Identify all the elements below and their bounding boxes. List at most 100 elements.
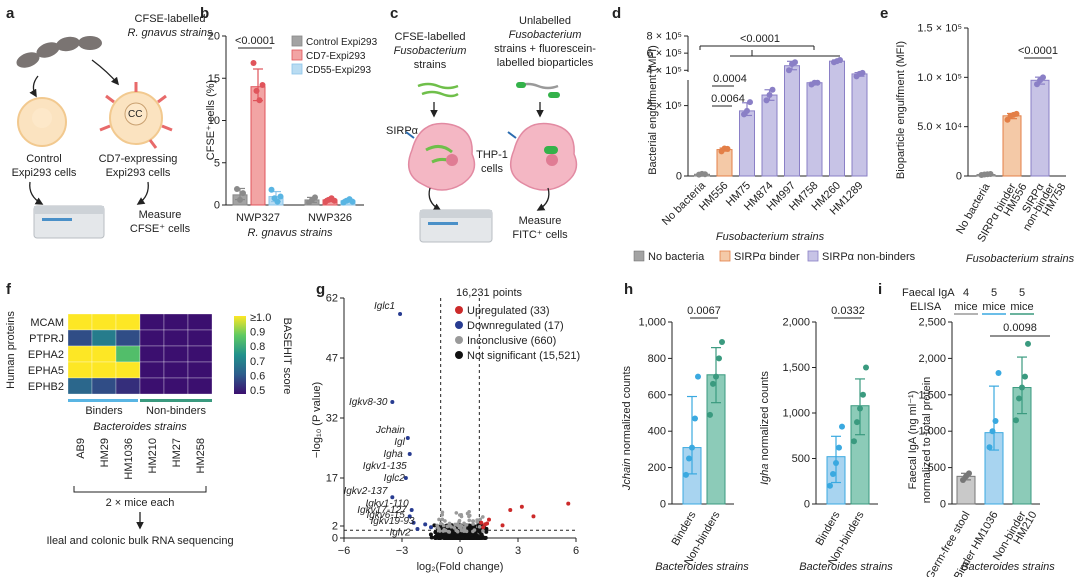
i-ylabel-1: Faecal IgA (ng ml⁻¹) xyxy=(907,391,919,490)
g-y-tick-label: 17 xyxy=(326,473,338,485)
f-heat-cell xyxy=(187,377,213,395)
b-pvalue: <0.0001 xyxy=(235,35,275,47)
g-point-inconclusive xyxy=(440,517,445,522)
g-point-inconclusive xyxy=(467,518,472,523)
g-point-ns xyxy=(476,528,481,533)
thp1-cell-bioparticle-icon xyxy=(507,122,578,191)
g-point-inconclusive xyxy=(454,511,459,515)
c-thp1a: THP-1 xyxy=(476,149,508,161)
g-y-tick-label: 0 xyxy=(332,533,338,545)
g-point-inconclusive xyxy=(447,530,452,534)
f-heat-cell xyxy=(187,345,213,363)
g-point-inconclusive xyxy=(441,523,446,528)
b-1-point xyxy=(259,82,266,89)
f-heat-cell xyxy=(91,361,117,379)
g-point-inconclusive xyxy=(440,510,445,515)
d-5-bar xyxy=(806,82,823,177)
g-point-down xyxy=(429,525,433,530)
b-legend-label: CD55-Expi293 xyxy=(306,65,371,76)
g-point-inconclusive xyxy=(475,520,479,524)
g-point-inconclusive xyxy=(439,521,443,526)
c-l2d: labelled bioparticles xyxy=(497,57,594,69)
g-gene-label: Igha xyxy=(383,449,403,460)
g-point-up xyxy=(481,525,486,530)
g-point-inconclusive xyxy=(457,520,461,524)
h1-marks xyxy=(682,339,726,505)
panel-h: h Jchain normalized counts 0 200 400 600 800… xyxy=(621,281,893,573)
d-p3: 0.0064 xyxy=(711,93,745,105)
i-y-tick-label: 1,500 xyxy=(918,389,946,401)
g-legend-inconclusive: Inconclusive (660) xyxy=(467,335,556,347)
i-1-point xyxy=(989,428,996,435)
f-col-label: HM210 xyxy=(147,438,159,473)
d-3-point xyxy=(763,97,770,104)
a-cell1b: Expi293 cells xyxy=(12,167,77,179)
h1-1-point xyxy=(710,380,716,387)
d-y-tick-label: 6 × 10⁵ xyxy=(647,48,682,60)
f-col-label: HM27 xyxy=(171,438,183,467)
e-1-point xyxy=(1013,110,1020,117)
g-xlabel: log₂(Fold change) xyxy=(417,561,504,573)
g-point-up xyxy=(487,517,491,522)
f-row-label: PTPRJ xyxy=(29,333,64,345)
panel-f: f Human proteins MCAM PTPRJ EPHA2 EPHA5 EPHB… xyxy=(5,281,293,547)
h1-y-tick-label: 200 xyxy=(648,462,666,474)
panel-label-c: c xyxy=(390,5,398,22)
d-2-bar xyxy=(739,110,755,177)
g-gene-label: Igkv19-93 xyxy=(371,516,415,527)
g-point-ns xyxy=(433,530,438,535)
f-col-label: AB9 xyxy=(75,438,87,459)
b-y-tick-label: 5 xyxy=(214,157,220,169)
h2-0-point xyxy=(827,482,833,489)
b-legend-label: CD7-Expi293 xyxy=(306,51,366,62)
d-1-bar xyxy=(716,149,733,177)
e-p1: <0.0001 xyxy=(1018,45,1058,57)
h2-0-point xyxy=(833,460,839,467)
h1-0-point xyxy=(689,444,695,451)
c-l2a: Unlabelled xyxy=(519,15,571,27)
g-point-inconclusive xyxy=(447,521,452,526)
panel-a: a CFSE-labelled R. gnavus strains CC xyxy=(6,5,213,239)
svg-text:CC: CC xyxy=(128,109,142,120)
b-2-point xyxy=(268,186,275,193)
i-ylabel-2: normalized to total protein xyxy=(921,377,933,504)
h2-1-point xyxy=(854,419,860,426)
e-1-bar xyxy=(1002,115,1022,177)
e-2-point xyxy=(1040,74,1046,81)
g-points-text: 16,231 points xyxy=(456,287,523,299)
g-x-tick-label: 3 xyxy=(515,545,521,557)
g-legend-up: Upregulated (33) xyxy=(467,305,550,317)
g-x-tick-label: −6 xyxy=(338,545,351,557)
g-point-inconclusive xyxy=(437,527,441,531)
legend-swatch-no-bacteria xyxy=(633,250,645,262)
g-gene-label: Igkv6-15 xyxy=(366,510,405,521)
i-y-tick-label: 0 xyxy=(940,499,946,511)
a-measure2: CFSE⁺ cells xyxy=(130,223,191,235)
legend-non-binders: SIRPα non-binders xyxy=(822,251,916,263)
g-point-inconclusive xyxy=(449,524,453,529)
g-point-inconclusive xyxy=(443,528,448,533)
f-colorbar-tick-label: 0.8 xyxy=(250,341,265,353)
f-colorbar-tick-label: 0.5 xyxy=(250,385,265,397)
i-2-point xyxy=(1022,373,1028,380)
b-1-point xyxy=(250,60,257,67)
g-point-up xyxy=(485,521,490,526)
f-heat-cell xyxy=(115,313,141,331)
legend-no-bacteria: No bacteria xyxy=(648,251,705,263)
g-point-ns xyxy=(433,535,438,540)
g-y-tick-label: 62 xyxy=(326,293,338,305)
legend-binder: SIRPα binder xyxy=(734,251,800,263)
f-heat-cell xyxy=(91,313,117,331)
b-category-label: NWP327 xyxy=(236,212,280,224)
flow-cytometer-icon xyxy=(419,209,493,243)
b-xlabel: R. gnavus strains xyxy=(248,227,333,239)
h2-0-point xyxy=(830,470,836,477)
g-legend-down: Downregulated (17) xyxy=(467,320,564,332)
i-1-point xyxy=(995,369,1002,376)
h2-y-tick-label: 2,000 xyxy=(782,317,810,329)
g-point-inconclusive xyxy=(467,514,471,519)
f-heat-cell xyxy=(115,329,141,347)
g-point-inconclusive xyxy=(481,515,485,519)
